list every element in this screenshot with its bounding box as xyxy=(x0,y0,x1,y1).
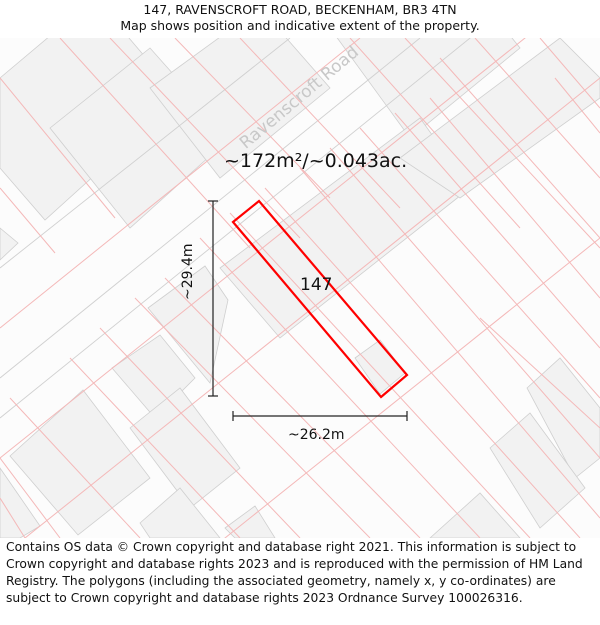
dimension-lines xyxy=(208,200,408,421)
plot-number-label: 147 xyxy=(300,275,333,295)
buildings xyxy=(0,38,600,538)
area-label: ~172m²/~0.043ac. xyxy=(224,150,408,172)
map-header: 147, RAVENSCROFT ROAD, BECKENHAM, BR3 4T… xyxy=(0,0,600,40)
height-dimension-label: ~29.4m xyxy=(180,243,196,300)
copyright-notice: Contains OS data © Crown copyright and d… xyxy=(6,540,583,605)
width-dimension-label: ~26.2m xyxy=(288,427,345,443)
parcel-lines xyxy=(0,38,600,538)
property-address: 147, RAVENSCROFT ROAD, BECKENHAM, BR3 4T… xyxy=(143,2,457,17)
road-edges xyxy=(0,38,471,419)
property-outline xyxy=(231,199,409,399)
property-map[interactable]: Ravenscroft Road ~172m²/~0.043ac. 147 ~2… xyxy=(0,38,600,538)
map-subtitle: Map shows position and indicative extent… xyxy=(120,18,480,33)
map-canvas xyxy=(0,38,600,538)
